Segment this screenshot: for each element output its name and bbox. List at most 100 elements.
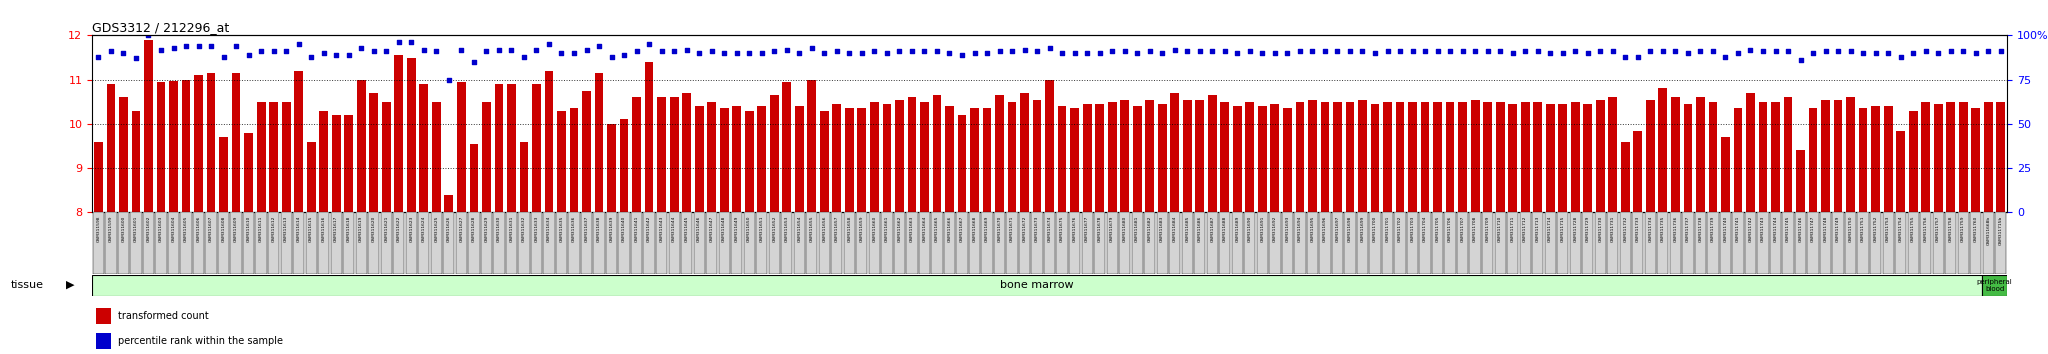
Text: GSM311715b: GSM311715b: [1999, 216, 2003, 245]
Point: [934, 50, 967, 56]
Text: GSM311736: GSM311736: [1673, 216, 1677, 242]
FancyBboxPatch shape: [1331, 212, 1343, 274]
Point: [1860, 50, 1892, 56]
Bar: [381, 102, 391, 212]
FancyBboxPatch shape: [1544, 212, 1556, 274]
Text: GSM311696: GSM311696: [1323, 216, 1327, 242]
Point: [508, 54, 541, 59]
Text: GSM311664: GSM311664: [922, 216, 926, 242]
Text: GSM311616: GSM311616: [322, 216, 326, 242]
Text: GSM311661: GSM311661: [885, 216, 889, 242]
Point: [995, 48, 1028, 54]
Bar: [870, 102, 879, 212]
Bar: [156, 82, 166, 212]
Text: GSM311734: GSM311734: [1649, 216, 1653, 242]
Bar: [1796, 150, 1804, 212]
Bar: [606, 124, 616, 212]
Text: GSM311695: GSM311695: [1311, 216, 1315, 242]
Bar: [1270, 104, 1280, 212]
Point: [1159, 47, 1192, 52]
Bar: [1421, 102, 1430, 212]
Text: GSM311759: GSM311759: [1962, 216, 1966, 242]
Point: [1659, 48, 1692, 54]
Bar: [268, 102, 279, 212]
Bar: [758, 106, 766, 212]
Point: [1196, 48, 1229, 54]
FancyBboxPatch shape: [1858, 212, 1868, 274]
Point: [1184, 48, 1217, 54]
FancyBboxPatch shape: [956, 212, 967, 274]
Bar: [707, 102, 717, 212]
FancyBboxPatch shape: [168, 212, 178, 274]
Text: GSM311612: GSM311612: [272, 216, 276, 242]
Bar: [1458, 102, 1466, 212]
Point: [1284, 48, 1317, 54]
Text: GSM311744: GSM311744: [1774, 216, 1778, 242]
Point: [682, 50, 715, 56]
Point: [883, 48, 915, 54]
Bar: [469, 144, 479, 212]
Text: GSM311654: GSM311654: [797, 216, 801, 242]
Text: GSM311622: GSM311622: [397, 216, 401, 242]
Bar: [1559, 104, 1567, 212]
Text: GSM311737: GSM311737: [1686, 216, 1690, 242]
Point: [1008, 47, 1040, 52]
Text: GSM311731: GSM311731: [1612, 216, 1614, 242]
Bar: [96, 308, 111, 324]
Point: [420, 48, 453, 54]
Point: [1772, 48, 1804, 54]
Point: [1622, 54, 1655, 59]
Text: ▶: ▶: [66, 280, 74, 290]
Bar: [1583, 104, 1591, 212]
Text: GSM311704: GSM311704: [1423, 216, 1427, 242]
FancyBboxPatch shape: [868, 212, 881, 274]
Point: [356, 48, 389, 54]
FancyBboxPatch shape: [1319, 212, 1331, 274]
Point: [895, 48, 928, 54]
Bar: [332, 115, 340, 212]
FancyBboxPatch shape: [393, 212, 403, 274]
FancyBboxPatch shape: [1733, 212, 1743, 274]
FancyBboxPatch shape: [1757, 212, 1769, 274]
Point: [432, 77, 465, 82]
Point: [119, 56, 152, 61]
FancyBboxPatch shape: [180, 212, 193, 274]
Text: GDS3312 / 212296_at: GDS3312 / 212296_at: [92, 21, 229, 34]
FancyBboxPatch shape: [481, 212, 492, 274]
FancyBboxPatch shape: [682, 212, 692, 274]
Point: [496, 47, 528, 52]
FancyBboxPatch shape: [406, 212, 418, 274]
Bar: [1708, 102, 1718, 212]
Text: GSM311681: GSM311681: [1135, 216, 1139, 242]
Bar: [256, 102, 266, 212]
Bar: [1382, 102, 1393, 212]
Bar: [795, 106, 803, 212]
FancyBboxPatch shape: [1182, 212, 1192, 274]
FancyBboxPatch shape: [1769, 212, 1782, 274]
FancyBboxPatch shape: [506, 212, 516, 274]
Point: [1257, 50, 1290, 56]
Text: bone marrow: bone marrow: [999, 280, 1073, 290]
Bar: [1071, 108, 1079, 212]
Point: [195, 43, 227, 49]
Bar: [1358, 99, 1366, 212]
Text: GSM311728: GSM311728: [1573, 216, 1577, 242]
Bar: [958, 115, 967, 212]
FancyBboxPatch shape: [1583, 212, 1593, 274]
Bar: [1808, 108, 1817, 212]
Text: GSM311686: GSM311686: [1198, 216, 1202, 242]
Point: [1034, 45, 1067, 51]
FancyBboxPatch shape: [305, 212, 317, 274]
Bar: [508, 84, 516, 212]
FancyBboxPatch shape: [119, 212, 129, 274]
Bar: [1346, 102, 1354, 212]
FancyBboxPatch shape: [768, 212, 780, 274]
Text: GSM311627: GSM311627: [459, 216, 463, 242]
Text: GSM311633: GSM311633: [535, 216, 539, 242]
Bar: [1972, 108, 1980, 212]
FancyBboxPatch shape: [1696, 212, 1706, 274]
Text: GSM311636: GSM311636: [571, 216, 575, 242]
Bar: [1157, 104, 1167, 212]
Bar: [1608, 97, 1618, 212]
Bar: [1169, 93, 1180, 212]
